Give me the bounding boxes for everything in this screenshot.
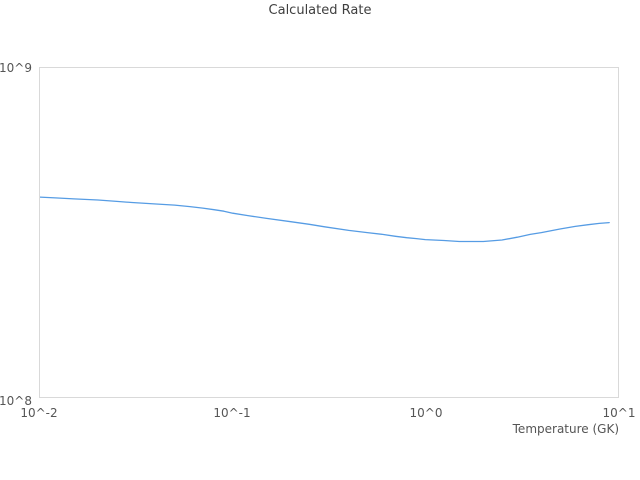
x-axis-label: Temperature (GK) bbox=[512, 422, 619, 436]
x-tick-1e-2: 10^-2 bbox=[20, 406, 58, 420]
plot-area bbox=[39, 67, 619, 398]
rate-line-svg bbox=[40, 196, 610, 243]
rate-line-series bbox=[40, 196, 610, 243]
y-tick-1e8: 10^8 bbox=[0, 394, 32, 408]
x-tick-1e-1: 10^-1 bbox=[213, 406, 251, 420]
x-tick-1e0: 10^0 bbox=[409, 406, 443, 420]
y-tick-1e9: 10^9 bbox=[0, 61, 32, 75]
x-tick-1e1: 10^1 bbox=[602, 406, 636, 420]
chart-title: Calculated Rate bbox=[268, 3, 372, 18]
